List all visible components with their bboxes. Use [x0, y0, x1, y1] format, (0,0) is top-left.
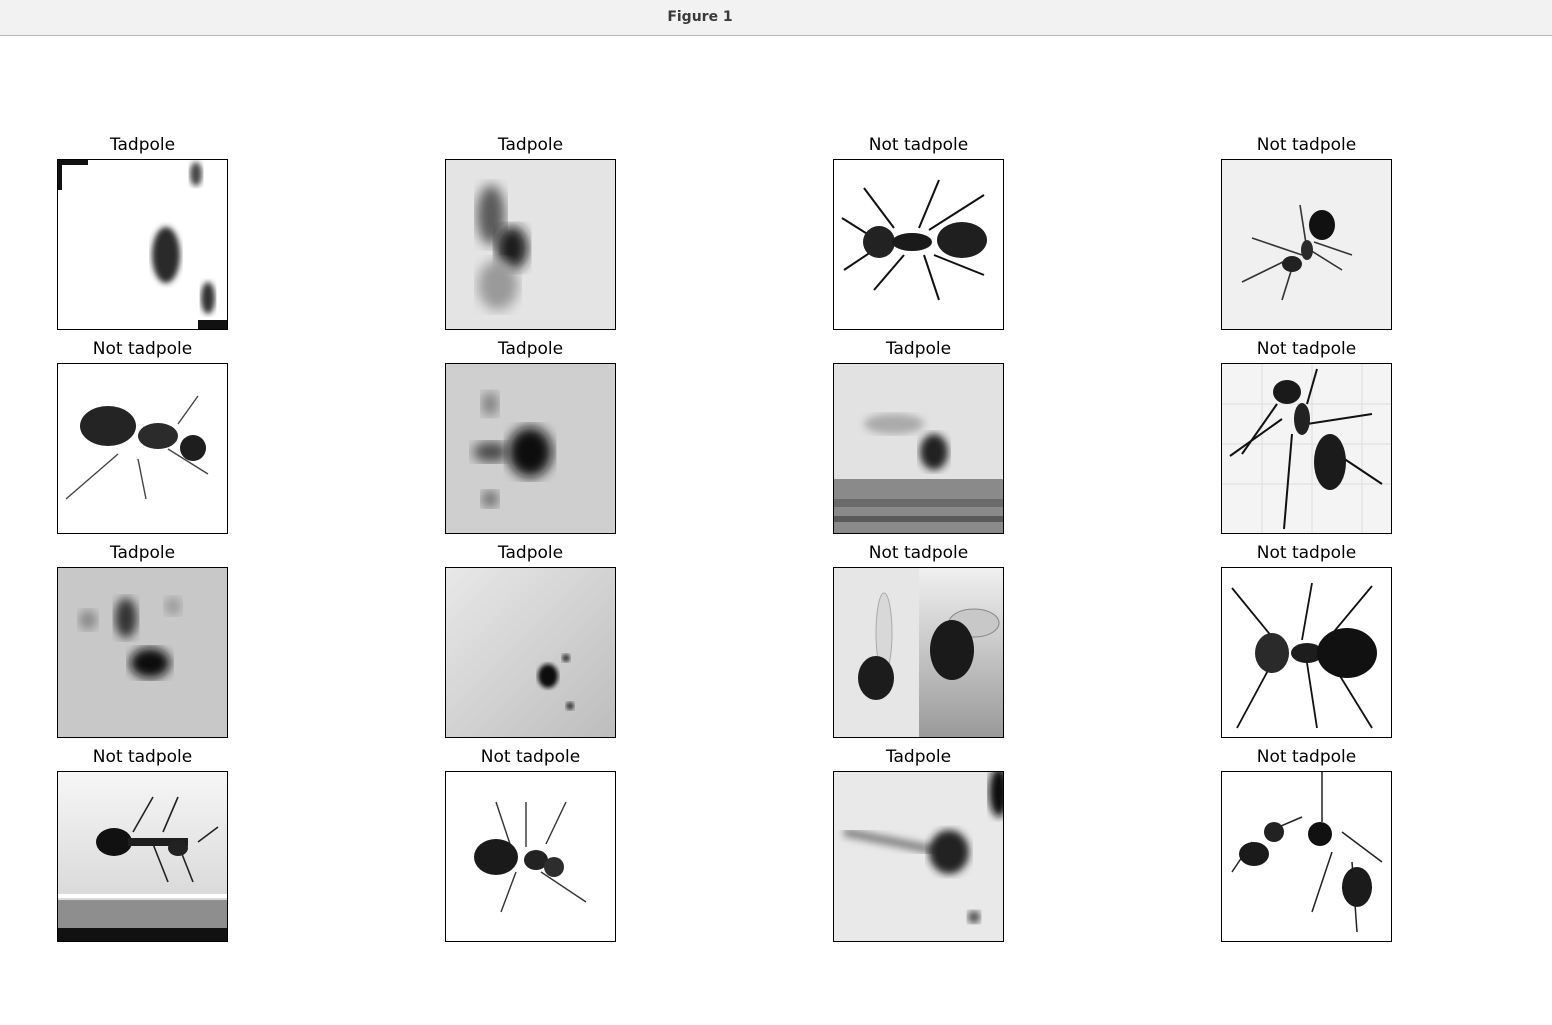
figure-canvas: Tadpole Tadpole: [0, 37, 1552, 1025]
panel-image: [833, 159, 1004, 330]
panel-title: Not tadpole: [1256, 543, 1357, 563]
panel-image: [445, 567, 616, 738]
panel-image: [57, 363, 228, 534]
panel-image: [57, 567, 228, 738]
panel-title: Not tadpole: [868, 135, 969, 155]
panel-title: Tadpole: [497, 543, 564, 563]
panel-title: Tadpole: [885, 747, 952, 767]
panel-title: Tadpole: [497, 135, 564, 155]
panel-image: [57, 159, 228, 330]
panel-image: [445, 159, 616, 330]
panel-image: [1221, 363, 1392, 534]
panel-image: [833, 363, 1004, 534]
panel-title: Not tadpole: [92, 747, 193, 767]
panel-image: [833, 567, 1004, 738]
panel-title: Not tadpole: [1256, 339, 1357, 359]
panel-image: [833, 771, 1004, 942]
panel-image: [1221, 159, 1392, 330]
panel-image: [1221, 567, 1392, 738]
window-title: Figure 1: [667, 9, 733, 25]
panel-title: Tadpole: [109, 543, 176, 563]
panel-title: Tadpole: [109, 135, 176, 155]
panel-image: [1221, 771, 1392, 942]
panel-title: Tadpole: [885, 339, 952, 359]
panel-title: Not tadpole: [1256, 747, 1357, 767]
panel-title: Tadpole: [497, 339, 564, 359]
window-titlebar[interactable]: Figure 1: [0, 0, 1552, 36]
panel-image: [57, 771, 228, 942]
panel-image: [445, 771, 616, 942]
panel-image: [445, 363, 616, 534]
panel-title: Not tadpole: [92, 339, 193, 359]
panel-title: Not tadpole: [868, 543, 969, 563]
panel-title: Not tadpole: [1256, 135, 1357, 155]
panel-title: Not tadpole: [480, 747, 581, 767]
